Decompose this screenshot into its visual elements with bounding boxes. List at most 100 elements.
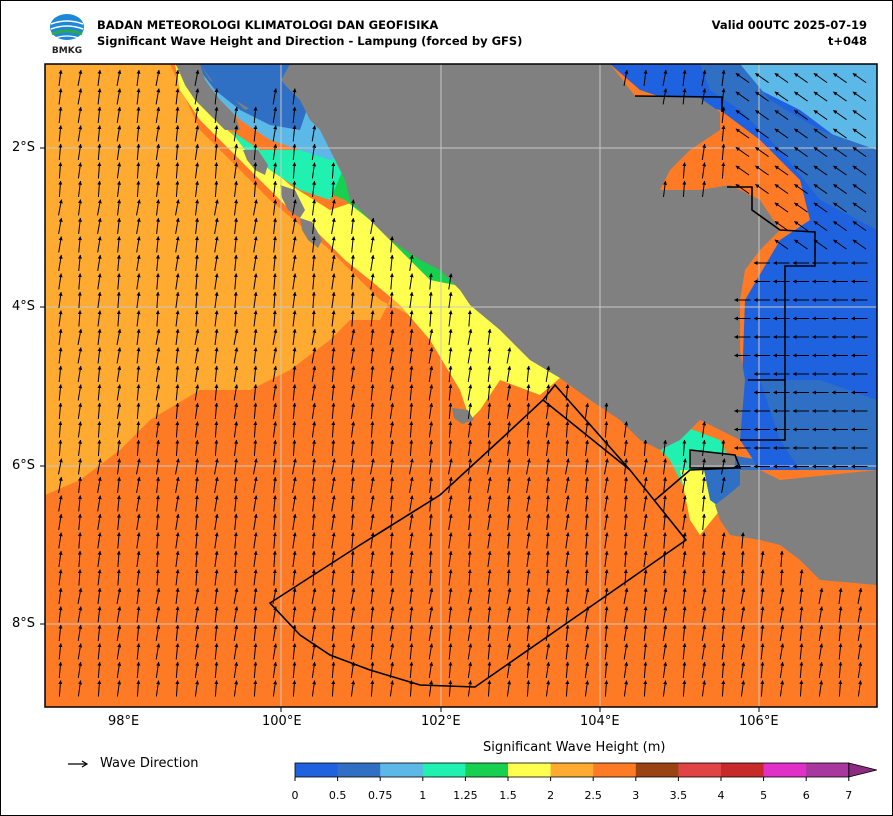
wave-arrow bbox=[195, 458, 200, 475]
wave-arrow bbox=[77, 661, 83, 678]
wave-arrow bbox=[77, 550, 82, 568]
wave-arrow bbox=[428, 310, 433, 327]
wave-arrow bbox=[428, 587, 434, 604]
wave-arrow bbox=[370, 421, 375, 438]
wave-arrow bbox=[272, 106, 278, 123]
wave-arrow bbox=[682, 643, 687, 660]
wave-arrow bbox=[77, 291, 82, 309]
wave-arrow bbox=[350, 550, 355, 568]
wave-arrow bbox=[233, 550, 238, 568]
wave-arrow bbox=[448, 569, 453, 586]
wave-arrow bbox=[740, 680, 746, 697]
wave-arrow bbox=[389, 254, 394, 272]
wave-arrow bbox=[852, 165, 867, 176]
wave-arrow bbox=[155, 532, 160, 549]
wave-arrow bbox=[701, 680, 707, 697]
wave-arrow bbox=[233, 384, 239, 401]
wave-arrow bbox=[253, 310, 258, 327]
wave-arrow bbox=[643, 606, 648, 623]
wave-arrow bbox=[58, 310, 63, 327]
wave-arrow bbox=[175, 476, 180, 493]
agency-title: BADAN METEOROLOGI KLIMATOLOGI DAN GEOFIS… bbox=[97, 18, 439, 32]
wave-arrow bbox=[233, 291, 238, 309]
wave-arrow bbox=[467, 606, 473, 623]
wave-arrow bbox=[428, 273, 433, 290]
wave-arrow bbox=[117, 439, 122, 456]
wave-arrow bbox=[350, 384, 356, 401]
bmkg-logo: BMKG bbox=[50, 14, 84, 56]
wave-arrow bbox=[794, 91, 808, 102]
wave-arrow bbox=[755, 72, 769, 84]
wave-arrow bbox=[701, 624, 707, 641]
wave-arrow bbox=[409, 310, 414, 327]
wave-arrow bbox=[409, 402, 414, 420]
wave-arrow bbox=[175, 624, 180, 642]
wave-arrow bbox=[818, 643, 824, 660]
wave-arrow bbox=[116, 384, 122, 401]
wave-arrow bbox=[194, 328, 200, 345]
wave-arrow bbox=[331, 310, 336, 327]
wave-arrow bbox=[155, 162, 161, 179]
wave-arrow bbox=[604, 606, 609, 623]
wave-arrow bbox=[214, 162, 219, 179]
wave-arrow bbox=[272, 513, 277, 531]
wave-arrow bbox=[487, 606, 492, 623]
wave-arrow bbox=[175, 217, 180, 234]
wave-arrow bbox=[370, 328, 375, 345]
colorbar-tick-label: 0 bbox=[291, 789, 299, 802]
wave-arrow bbox=[214, 495, 219, 512]
wave-arrow bbox=[852, 91, 867, 102]
wave-arrow bbox=[116, 143, 122, 160]
wave-arrow bbox=[97, 439, 102, 457]
wave-arrow bbox=[312, 217, 316, 234]
wave-arrow bbox=[701, 606, 707, 623]
wave-arrow bbox=[311, 569, 316, 586]
wave-arrow bbox=[663, 476, 667, 493]
wave-arrow bbox=[682, 69, 687, 86]
wave-arrow bbox=[292, 273, 297, 290]
wave-arrow bbox=[701, 661, 707, 678]
wave-arrow bbox=[292, 217, 297, 234]
wave-arrow bbox=[701, 513, 706, 531]
wave-arrow bbox=[682, 458, 687, 475]
wave-arrow bbox=[292, 199, 297, 216]
wave-arrow bbox=[370, 254, 375, 271]
wave-arrow bbox=[565, 402, 570, 420]
wave-arrow bbox=[194, 587, 200, 604]
wave-arrow bbox=[774, 220, 789, 232]
wave-arrow bbox=[833, 183, 847, 195]
wave-arrow bbox=[253, 643, 258, 660]
wave-arrow bbox=[448, 421, 453, 438]
product-title: Significant Wave Height and Direction - … bbox=[97, 34, 523, 48]
wave-arrow bbox=[546, 476, 550, 493]
colorbar-cell bbox=[422, 763, 466, 777]
lon-label-106e: 106°E bbox=[739, 714, 779, 729]
wave-arrow bbox=[774, 146, 789, 158]
wave-arrow bbox=[487, 495, 492, 512]
wave-arrow bbox=[253, 458, 258, 475]
wave-arrow bbox=[487, 365, 492, 383]
wave-arrow bbox=[116, 587, 122, 604]
wave-arrow bbox=[155, 643, 161, 660]
wave-arrow bbox=[545, 384, 551, 401]
wave-arrow bbox=[116, 680, 122, 697]
wave-arrow bbox=[175, 661, 180, 679]
wave-arrow bbox=[852, 146, 867, 158]
colorbar-cell bbox=[295, 763, 339, 777]
wave-arrow bbox=[214, 606, 219, 623]
wave-arrow bbox=[155, 569, 160, 586]
lon-label-98e: 98°E bbox=[108, 714, 140, 729]
wave-arrow bbox=[565, 421, 570, 438]
wave-arrow bbox=[194, 569, 199, 586]
wave-arrow bbox=[156, 199, 161, 216]
wave-arrow bbox=[448, 495, 453, 512]
wave-arrow bbox=[735, 183, 750, 195]
wave-arrow bbox=[175, 587, 180, 604]
wave-arrow bbox=[857, 643, 863, 660]
wave-arrow bbox=[506, 421, 512, 438]
wave-arrow bbox=[429, 439, 434, 456]
wave-arrow bbox=[740, 643, 746, 660]
wave-arrow bbox=[389, 310, 394, 327]
wave-arrow bbox=[545, 661, 551, 678]
wave-arrow bbox=[721, 643, 726, 660]
